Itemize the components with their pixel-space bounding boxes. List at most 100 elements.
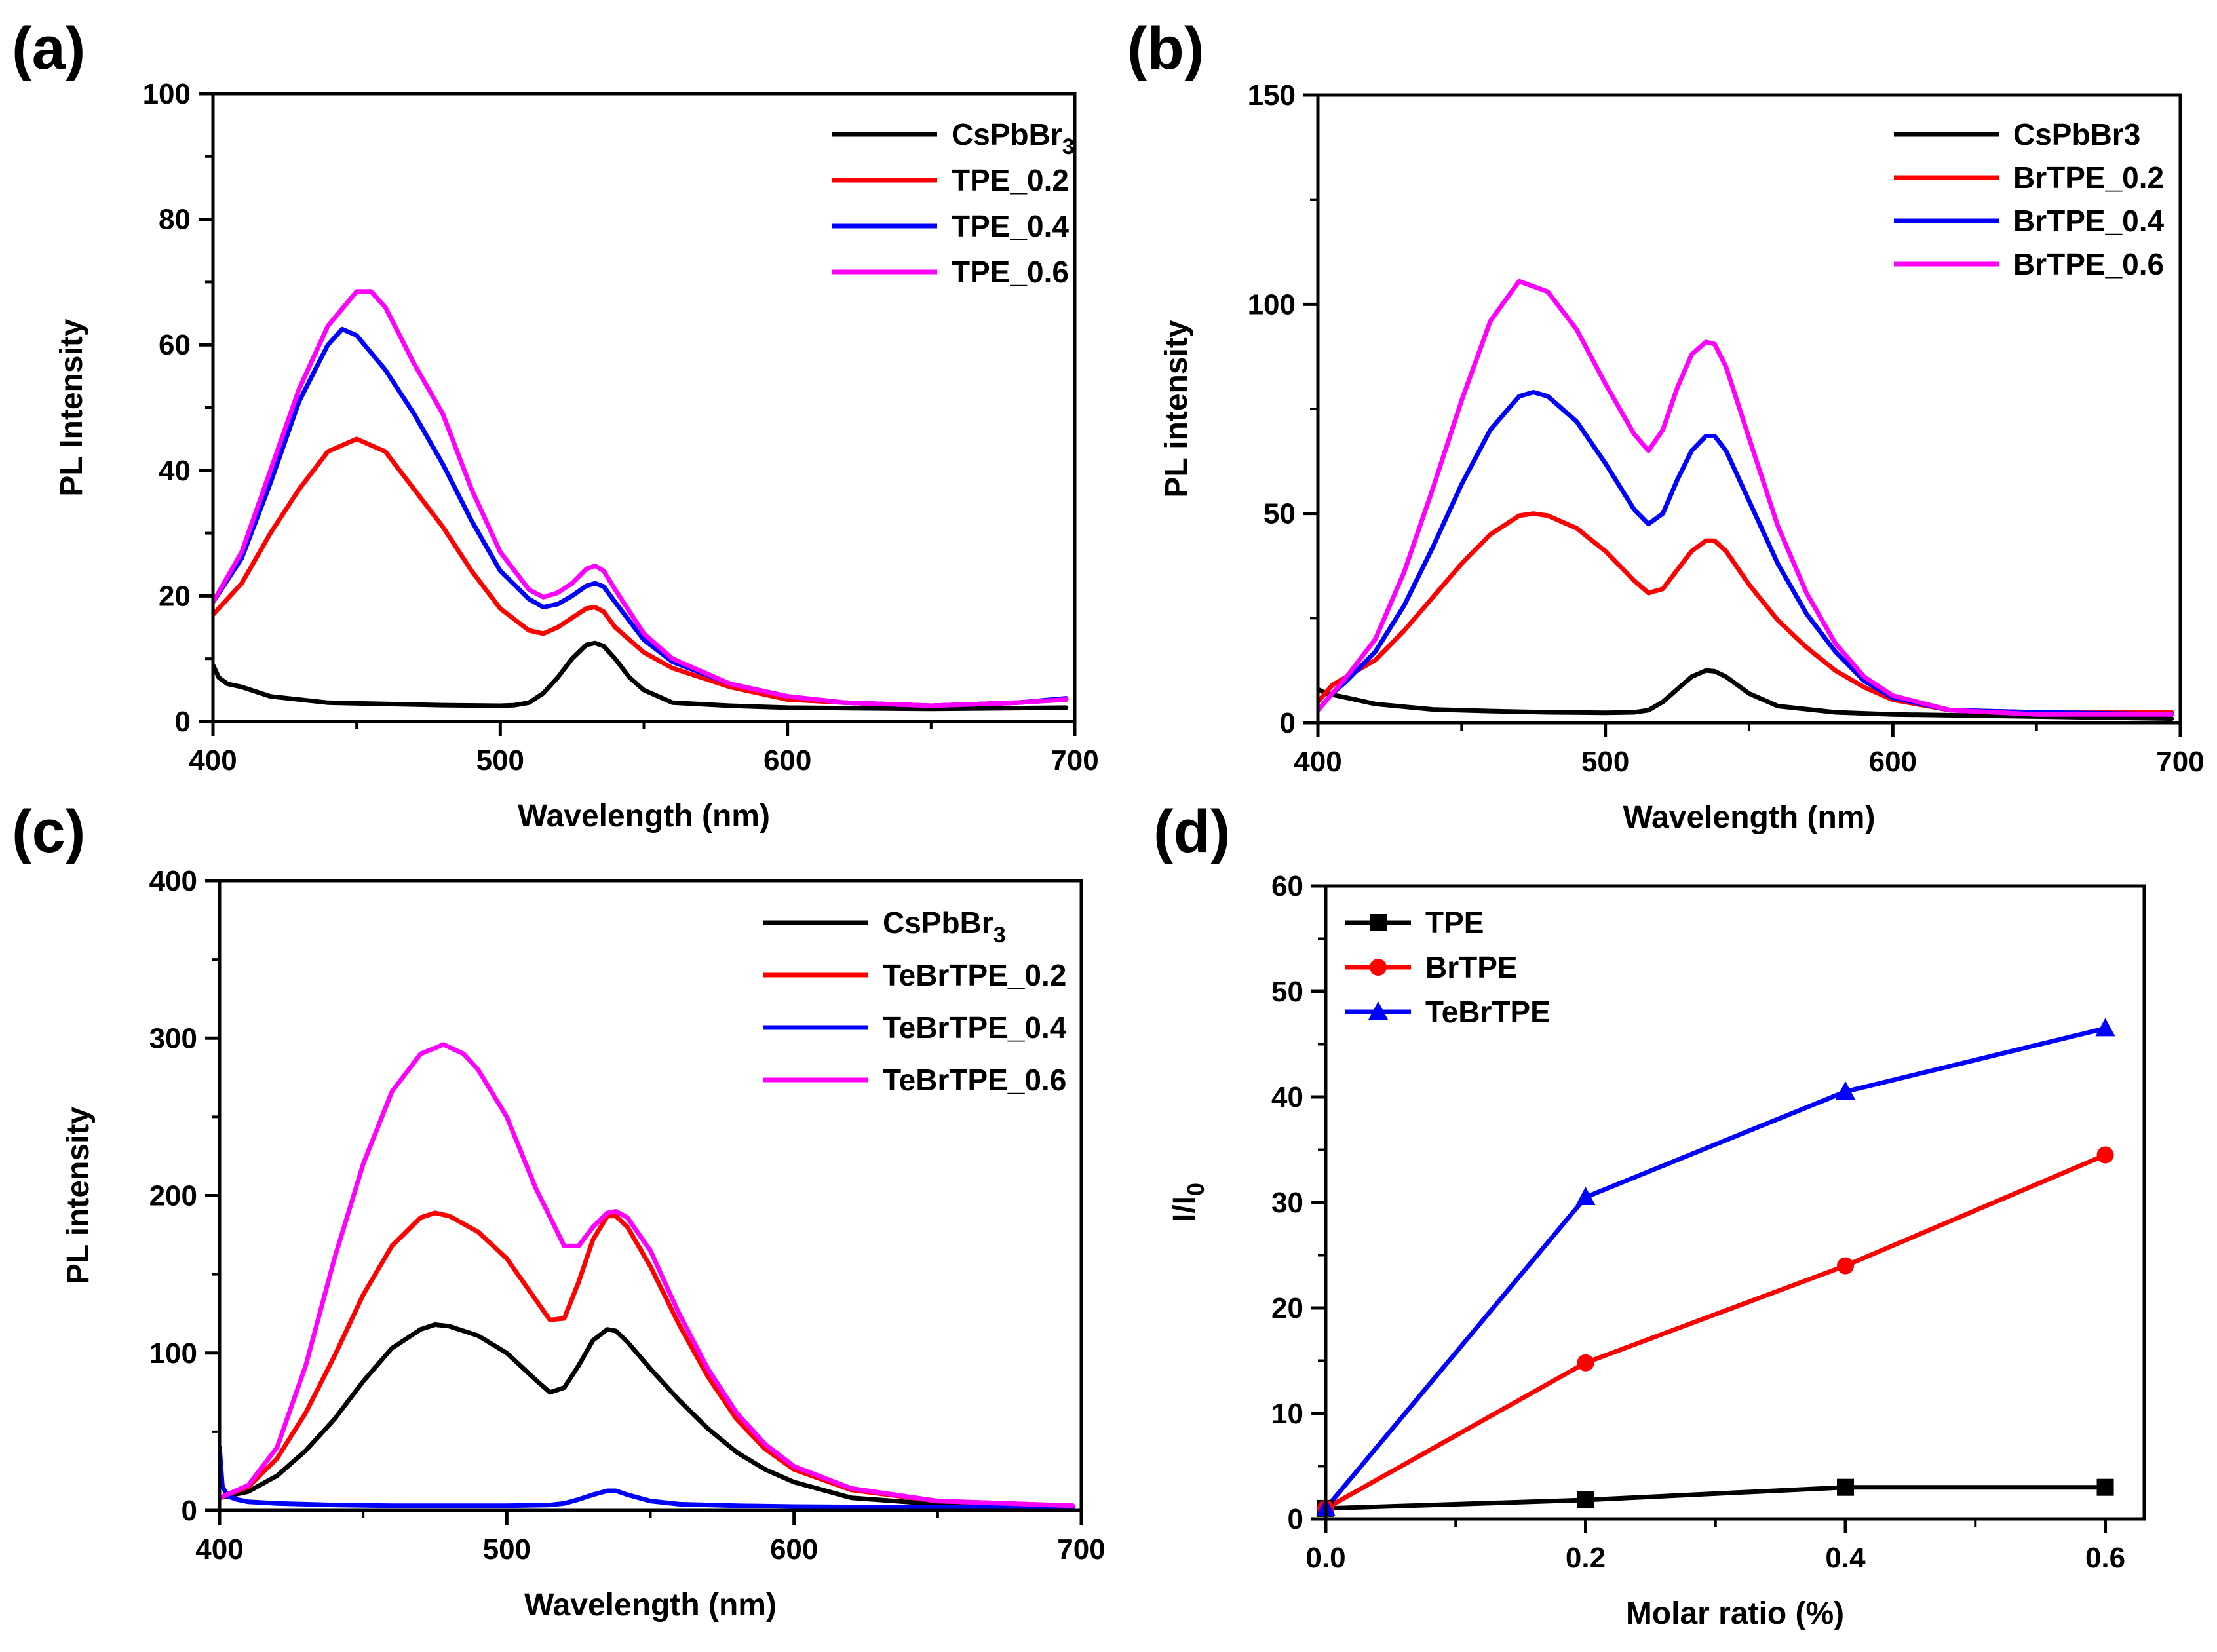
- data-point-tpe-2: [1837, 1478, 1855, 1496]
- series-line-tpe-0-6: [213, 289, 1069, 708]
- series-line-tebrtpe-0-4: [220, 1445, 1075, 1510]
- series-line-brtpe-0-4: [1318, 390, 2174, 717]
- y-tick-label: 300: [149, 1022, 197, 1054]
- series-line-tebrtpe: [1326, 1026, 2108, 1511]
- series-line-brtpe: [1326, 1153, 2108, 1511]
- series-line-brtpe-0-2: [1318, 511, 2174, 715]
- panel-b-y-axis-title-text: PL intensity: [1159, 320, 1194, 497]
- x-tick-label: 500: [483, 1533, 531, 1566]
- y-tick-label: 30: [1271, 1187, 1303, 1219]
- x-tick-label: 0.0: [1305, 1542, 1345, 1574]
- data-point-tebrtpe-3: [2095, 1018, 2115, 1037]
- panel-a-plot-frame: [211, 92, 1077, 723]
- legend-label-brtpe-0-4: BrTPE_0.4: [2013, 204, 2165, 238]
- panel-a-label: (a): [12, 15, 85, 82]
- panel-b-x-axis-title: Wavelength (nm): [1623, 800, 1876, 835]
- series-line-brtpe-0-6: [1318, 279, 2174, 717]
- panel-a-series: [213, 289, 1069, 712]
- series-line-tebrtpe-0-2: [220, 1210, 1075, 1508]
- panel-a-legend: CsPbBr3 TPE_0.2 TPE_0.4 TPE_0.6: [832, 117, 1075, 289]
- panel-a-y-axis-title: PL Intensity: [54, 318, 89, 496]
- x-tick-label: 700: [1051, 744, 1098, 777]
- y-tick-label: 20: [1271, 1292, 1303, 1324]
- panel-d-label: (d): [1153, 798, 1230, 865]
- legend-label-tpe-0-6: TPE_0.6: [952, 255, 1069, 289]
- y-tick-label: 0: [175, 706, 191, 738]
- y-tick-label: 10: [1271, 1398, 1303, 1430]
- panel-d-y-axis-title: I/I0: [1167, 1183, 1209, 1222]
- y-tick-label: 200: [149, 1180, 197, 1212]
- series-line-cspbbr3: [220, 1322, 1075, 1508]
- panel-c-series: [220, 1042, 1075, 1510]
- y-tick-label: 40: [1271, 1081, 1303, 1113]
- panel-d-legend: TPE BrTPE TeBrTPE: [1345, 906, 1551, 1029]
- x-tick-label: 600: [763, 744, 811, 777]
- y-tick-label: 50: [1271, 976, 1303, 1008]
- y-tick-label: 50: [1263, 498, 1296, 530]
- x-tick-label: 400: [189, 744, 237, 777]
- data-point-brtpe-3: [2096, 1146, 2114, 1164]
- x-tick-label: 0.2: [1566, 1542, 1606, 1574]
- legend-label-tebrtpe-0-2: TeBrTPE_0.2: [883, 958, 1066, 992]
- legend-label-tpe-0-4: TPE_0.4: [952, 209, 1069, 243]
- data-point-brtpe-2: [1837, 1257, 1855, 1275]
- data-point-tpe-3: [2096, 1478, 2114, 1496]
- legend-label-tpe-0-2: TPE_0.2: [952, 163, 1069, 197]
- data-point-tebrtpe-2: [1836, 1081, 1856, 1100]
- panel-a-x-axis-title: Wavelength (nm): [518, 799, 770, 834]
- legend-label-brtpe: BrTPE: [1425, 950, 1518, 984]
- panel-b-y-axis-title: PL intensity: [1159, 320, 1194, 497]
- panel-b-label: (b): [1127, 15, 1204, 82]
- panel-b-legend: CsPbBr3 BrTPE_0.2 BrTPE_0.4 BrTPE_0.6: [1894, 117, 2165, 281]
- y-tick-label: 150: [1248, 79, 1296, 111]
- legend-label-tebrtpe: TeBrTPE: [1425, 995, 1551, 1029]
- series-line-cspbbr3: [213, 640, 1069, 712]
- y-tick-label: 0: [1288, 1503, 1303, 1535]
- panel-a: (a) 400 500 600 700 0 20 40 60 80 100 Wavelength (n…: [12, 15, 1099, 834]
- legend-marker-brtpe: [1370, 959, 1387, 976]
- legend-label-tebrtpe-0-6: TeBrTPE_0.6: [883, 1063, 1066, 1097]
- x-tick-label: 700: [1057, 1533, 1105, 1566]
- panel-c-y-axis-title: PL intensity: [61, 1107, 96, 1284]
- y-tick-label: 80: [159, 204, 191, 236]
- y-tick-label: 60: [1271, 870, 1303, 902]
- legend-label-tebrtpe-0-4: TeBrTPE_0.4: [883, 1010, 1067, 1045]
- panel-c-label: (c): [12, 798, 85, 865]
- y-tick-label: 20: [159, 580, 191, 612]
- legend-label-tpe: TPE: [1425, 906, 1484, 940]
- data-point-brtpe-1: [1577, 1354, 1594, 1372]
- x-tick-label: 700: [2156, 746, 2204, 778]
- panel-c-x-axis-title: Wavelength (nm): [524, 1588, 777, 1623]
- series-line-tebrtpe-0-6: [220, 1042, 1075, 1508]
- panel-d-y-axis-title-text: I/I: [1167, 1196, 1202, 1222]
- panel-d-series: [1326, 1026, 2108, 1511]
- legend-label-brtpe-0-6: BrTPE_0.6: [2013, 247, 2164, 281]
- series-line-tpe-0-2: [213, 436, 1069, 708]
- x-tick-label: 500: [476, 744, 524, 777]
- panel-c-legend: CsPbBr3 TeBrTPE_0.2 TeBrTPE_0.4 TeBrTPE_0.6: [763, 906, 1067, 1097]
- x-tick-label: 400: [195, 1533, 243, 1566]
- y-tick-label: 0: [182, 1495, 197, 1527]
- legend-marker-tebrtpe: [1368, 1001, 1388, 1020]
- legend-label-cspbbr3: CsPbBr3: [2013, 117, 2140, 151]
- y-tick-label: 40: [159, 455, 191, 487]
- y-tick-label: 400: [149, 865, 197, 897]
- data-point-tpe-1: [1577, 1491, 1594, 1509]
- y-tick-label: 100: [1248, 288, 1296, 320]
- panel-d: (d) 0.0 0.2 0.4 0.6 0 10 20 30 40 50 60 Molar ratio …: [1153, 798, 2146, 1631]
- panel-b-series: [1318, 279, 2174, 721]
- panel-d-x-axis-title: Molar ratio (%): [1626, 1596, 1844, 1631]
- x-tick-label: 0.6: [2085, 1542, 2125, 1574]
- x-tick-label: 400: [1294, 746, 1341, 778]
- y-tick-label: 100: [143, 78, 191, 110]
- x-tick-label: 0.4: [1825, 1542, 1866, 1574]
- panel-c-y-axis-title-text: PL intensity: [61, 1107, 96, 1284]
- x-tick-label: 600: [770, 1533, 818, 1566]
- panel-c: (c) 400 500 600 700 0 100 200 300 400 Wavelength (…: [12, 798, 1106, 1623]
- series-line-cspbbr3: [1318, 668, 2174, 721]
- legend-label-cspbbr3: CsPbBr3: [883, 906, 1006, 948]
- x-tick-label: 600: [1869, 746, 1917, 778]
- y-tick-label: 100: [149, 1337, 197, 1370]
- data-point-tebrtpe-1: [1575, 1186, 1596, 1205]
